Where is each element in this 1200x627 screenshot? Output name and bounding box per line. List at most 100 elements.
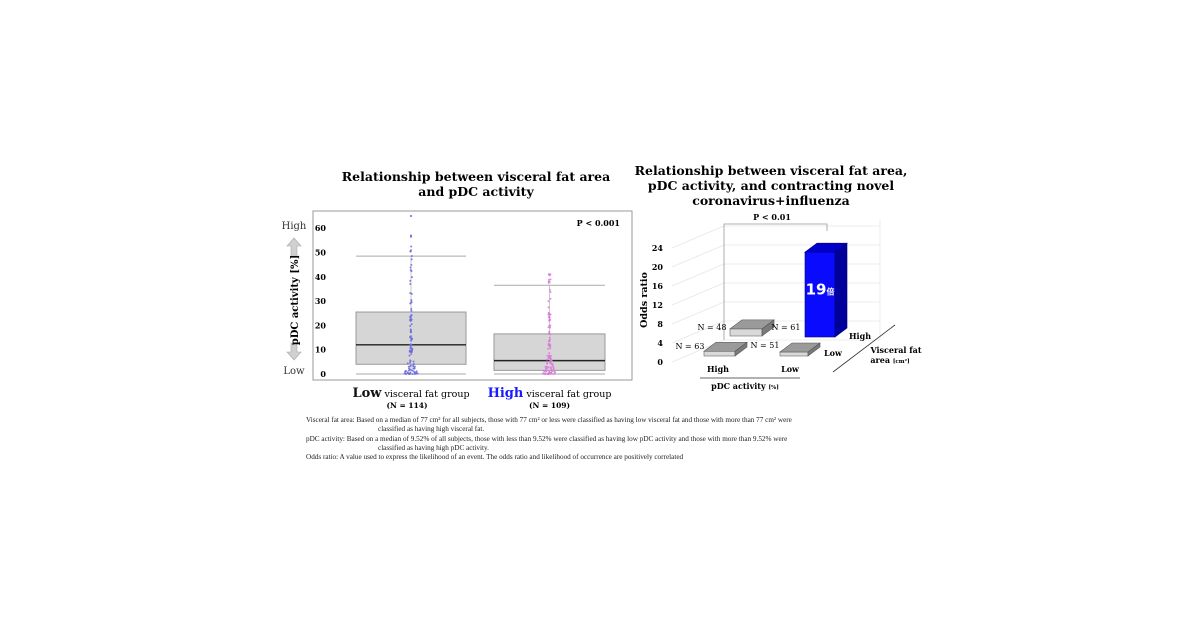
- data-point: [541, 372, 544, 375]
- data-point: [410, 235, 412, 238]
- p-value-label: P < 0.001: [577, 218, 620, 228]
- y-tick-label: 16: [652, 281, 664, 291]
- data-point: [552, 372, 555, 375]
- data-point: [549, 361, 552, 364]
- boxes: [355, 215, 606, 375]
- depth-category-high: High: [849, 331, 871, 341]
- data-point: [549, 355, 552, 358]
- data-point: [548, 336, 551, 339]
- data-point: [548, 370, 551, 373]
- data-point: [410, 337, 413, 340]
- depth-axis-line: [832, 324, 896, 373]
- bar-n-label: N = 51: [751, 341, 780, 350]
- data-point: [547, 326, 550, 329]
- data-point: [410, 215, 412, 218]
- y-tick-label: 0: [657, 357, 663, 367]
- data-point: [545, 358, 548, 361]
- data-point: [410, 245, 413, 248]
- y-low-label: Low: [283, 366, 305, 377]
- x-axis-label: pDC activity [%]: [711, 381, 779, 391]
- bar-front: [703, 350, 736, 357]
- y-tick-label: 24: [652, 243, 664, 253]
- x-category-low: Low: [781, 364, 800, 374]
- chart-title-line-1: Relationship between visceral fat area: [342, 169, 610, 184]
- data-point: [552, 367, 555, 370]
- y-tick-label: 10: [315, 345, 327, 355]
- data-point: [543, 370, 546, 373]
- data-point: [412, 363, 415, 366]
- x-category-high: High: [707, 364, 729, 374]
- significance-bracket: [723, 223, 828, 340]
- data-point: [549, 359, 552, 362]
- group-label: Low visceral fat group: [352, 386, 469, 401]
- data-point: [549, 324, 552, 327]
- data-point: [409, 346, 412, 349]
- gridline-side: [671, 225, 725, 249]
- data-point: [548, 274, 551, 277]
- depth-category-low: Low: [824, 348, 843, 358]
- y-tick-label: 50: [315, 248, 327, 258]
- data-point: [547, 316, 550, 319]
- data-point: [408, 372, 411, 375]
- data-point: [547, 311, 550, 314]
- data-point: [409, 329, 412, 332]
- x-labels: Low visceral fat group(N = 114) High visc…: [352, 386, 611, 410]
- y-tick-label: 4: [657, 338, 663, 348]
- data-point: [406, 362, 409, 365]
- bar-n-label: N = 61: [772, 323, 801, 332]
- data-point: [547, 313, 550, 316]
- arrow-up-icon: [286, 237, 302, 256]
- data-point: [544, 372, 547, 375]
- chart-title-line-3: coronavirus+influenza: [692, 193, 850, 208]
- y-tick-label: 12: [652, 300, 663, 310]
- depth-axis-label-2: area [cm²]: [870, 355, 909, 365]
- y-tick-label: 8: [657, 319, 663, 329]
- bar-top: [703, 341, 748, 352]
- group-label: High visceral fat group: [488, 386, 612, 401]
- data-point: [549, 347, 552, 350]
- y-axis-label: pDC activity [%]: [290, 255, 301, 346]
- data-point: [548, 280, 551, 283]
- data-point: [548, 319, 551, 322]
- data-point: [409, 360, 412, 363]
- chart-title-line-2: and pDC activity: [418, 184, 534, 199]
- data-point: [408, 354, 411, 357]
- data-point: [410, 276, 413, 279]
- data-point: [410, 307, 413, 310]
- data-point: [409, 318, 412, 321]
- data-point: [409, 279, 412, 282]
- data-point: [549, 290, 552, 293]
- footnotes: Visceral fat area: Based on a median of …: [306, 416, 886, 462]
- gridline-side: [671, 263, 725, 287]
- bar-front: [804, 251, 836, 338]
- data-point: [550, 358, 553, 361]
- data-point: [549, 313, 552, 316]
- bar-front: [779, 351, 809, 357]
- data-point: [553, 370, 556, 373]
- data-point: [409, 335, 412, 338]
- chart-title-line-2: pDC activity, and contracting novel: [648, 178, 894, 193]
- data-point: [549, 278, 552, 281]
- data-point: [546, 372, 549, 375]
- data-point: [550, 370, 553, 373]
- data-point: [409, 339, 412, 342]
- bar-top: [804, 242, 848, 253]
- data-point: [412, 365, 415, 368]
- y-axis-label: Odds ratio: [639, 272, 650, 328]
- bar-top: [729, 319, 775, 330]
- bars: N = 48 N = 61 19倍 N = 63 N = 51: [676, 242, 848, 357]
- data-point: [549, 297, 552, 300]
- data-point: [406, 371, 409, 374]
- group-n-label: (N = 114): [386, 401, 427, 410]
- gridline-side: [671, 282, 725, 306]
- data-point: [544, 367, 547, 370]
- data-point: [546, 354, 549, 357]
- data-point: [545, 365, 548, 368]
- data-point: [408, 365, 411, 368]
- boxplot-chart: Relationship between visceral fat area a…: [282, 169, 633, 410]
- data-point: [545, 370, 548, 373]
- data-point: [410, 299, 413, 302]
- data-point: [409, 343, 412, 346]
- data-point: [410, 292, 413, 295]
